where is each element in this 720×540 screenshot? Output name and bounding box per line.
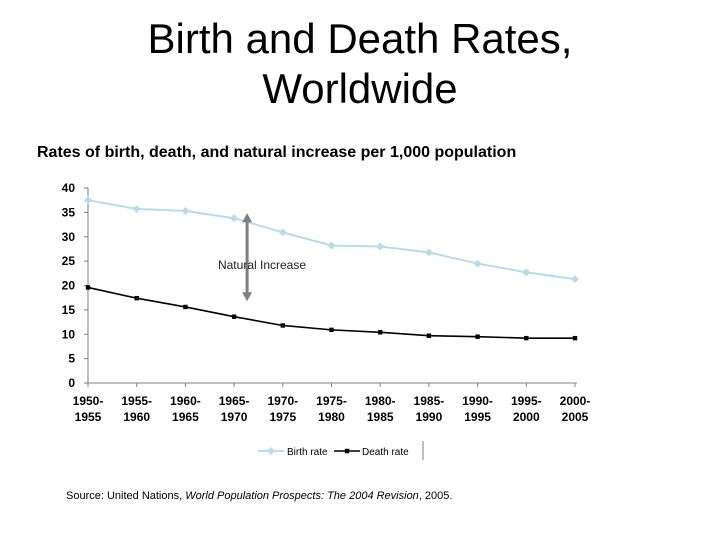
birth-rate-point	[571, 275, 579, 284]
x-tick-label-line1: 1960-	[170, 394, 201, 408]
y-tick-label: 35	[62, 205, 76, 219]
birth-rate-point	[84, 196, 92, 205]
birth-rate-point	[376, 242, 385, 251]
x-tick-label-line2: 1995	[464, 410, 491, 424]
death-rate-point	[231, 314, 237, 319]
x-tick-label-line2: 1960	[123, 410, 150, 424]
death-rate-point	[85, 285, 91, 290]
natural-increase-arrow-head-up	[242, 213, 253, 223]
x-tick-label-line2: 1975	[269, 410, 296, 424]
y-tick-label: 5	[68, 352, 75, 366]
x-tick-label-line2: 1965	[172, 410, 199, 424]
y-tick-label: 0	[68, 376, 75, 390]
x-tick-label-line2: 2000	[513, 410, 540, 424]
birth-rate-point	[230, 214, 239, 223]
title-line-2: Worldwide	[262, 65, 458, 112]
birth-rate-point	[278, 228, 287, 237]
x-tick-label-line1: 1970-	[267, 394, 298, 408]
birth-rate-line	[87, 199, 576, 281]
death-rate-point	[475, 334, 480, 339]
birth-rate-point	[327, 241, 336, 250]
y-tick-label: 40	[62, 181, 76, 195]
y-tick-label: 15	[62, 303, 76, 317]
x-tick-label-line1: 1950-	[73, 394, 104, 408]
legend-birth-rate-marker	[267, 447, 275, 455]
legend-death-rate-marker	[344, 448, 350, 454]
death-rate-point	[426, 333, 432, 338]
source-citation: Source: United Nations, World Population…	[66, 490, 452, 502]
chart-subtitle: Rates of birth, death, and natural incre…	[37, 144, 517, 161]
y-tick-label: 25	[62, 254, 76, 268]
birth-rate-point	[132, 204, 141, 213]
x-tick-label-line1: 1985-	[414, 394, 445, 408]
y-tick-label: 10	[62, 327, 76, 341]
death-rate-point	[524, 335, 529, 341]
death-rate-point	[378, 330, 383, 335]
x-tick-label-line2: 1985	[367, 410, 394, 424]
source-suffix: , 2005.	[418, 490, 453, 502]
death-rate-point	[183, 304, 188, 310]
death-rate-point	[572, 335, 578, 341]
death-rate-point	[329, 327, 334, 333]
slide-title: Birth and Death Rates, Worldwide	[0, 14, 720, 114]
title-line-1: Birth and Death Rates,	[147, 15, 573, 62]
x-tick-label-line2: 1990	[416, 410, 443, 424]
death-rate-point	[134, 295, 139, 301]
natural-increase-arrow-head-down	[242, 292, 253, 302]
birth-rate-point	[473, 259, 482, 268]
source-prefix: Source: United Nations,	[66, 490, 186, 502]
x-tick-label-line2: 1980	[318, 410, 345, 424]
source-title: World Population Prospects: The 2004 Rev…	[185, 490, 419, 502]
y-tick-label: 20	[62, 279, 76, 293]
birth-rate-point	[181, 206, 190, 215]
birth-rate-point	[522, 268, 531, 277]
x-tick-label-line1: 1980-	[365, 394, 396, 408]
natural-increase-label: Natural Increase	[218, 258, 306, 272]
x-tick-label-line1: 2000-	[560, 394, 591, 408]
legend-death-rate-label: Death rate	[362, 447, 409, 458]
x-tick-label-line1: 1965-	[219, 394, 250, 408]
y-tick-label: 30	[62, 230, 76, 244]
x-tick-label-line1: 1995-	[511, 394, 542, 408]
legend-birth-rate-label: Birth rate	[287, 447, 328, 458]
x-tick-label-line1: 1955-	[121, 394, 152, 408]
x-tick-label-line2: 1955	[75, 410, 102, 424]
x-tick-label-line1: 1975-	[316, 394, 347, 408]
x-tick-label-line1: 1990-	[462, 394, 493, 408]
birth-rate-point	[424, 248, 433, 257]
x-tick-label-line2: 1970	[221, 410, 248, 424]
death-rate-point	[280, 323, 285, 328]
x-tick-label-line2: 2005	[562, 410, 589, 424]
